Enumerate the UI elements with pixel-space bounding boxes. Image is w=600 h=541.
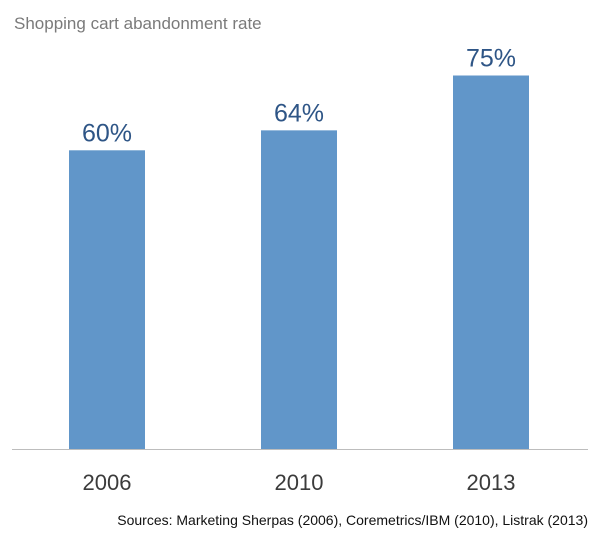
source-note: Sources: Marketing Sherpas (2006), Corem… — [117, 512, 588, 528]
bar-2013 — [453, 75, 529, 450]
value-label-2006: 60% — [82, 119, 132, 147]
x-tick-label-2006: 2006 — [83, 470, 132, 495]
bars-layer — [69, 75, 529, 450]
value-label-2013: 75% — [466, 45, 516, 73]
x-tick-label-2010: 2010 — [275, 470, 324, 495]
chart-title: Shopping cart abandonment rate — [14, 14, 262, 33]
bar-2006 — [69, 150, 145, 450]
value-labels-layer: 60% 64% 75% — [82, 45, 516, 148]
x-tick-label-2013: 2013 — [467, 470, 516, 495]
x-tick-labels-layer: 2006 2010 2013 — [83, 470, 516, 495]
value-label-2010: 64% — [274, 99, 324, 127]
bar-2010 — [261, 130, 337, 450]
